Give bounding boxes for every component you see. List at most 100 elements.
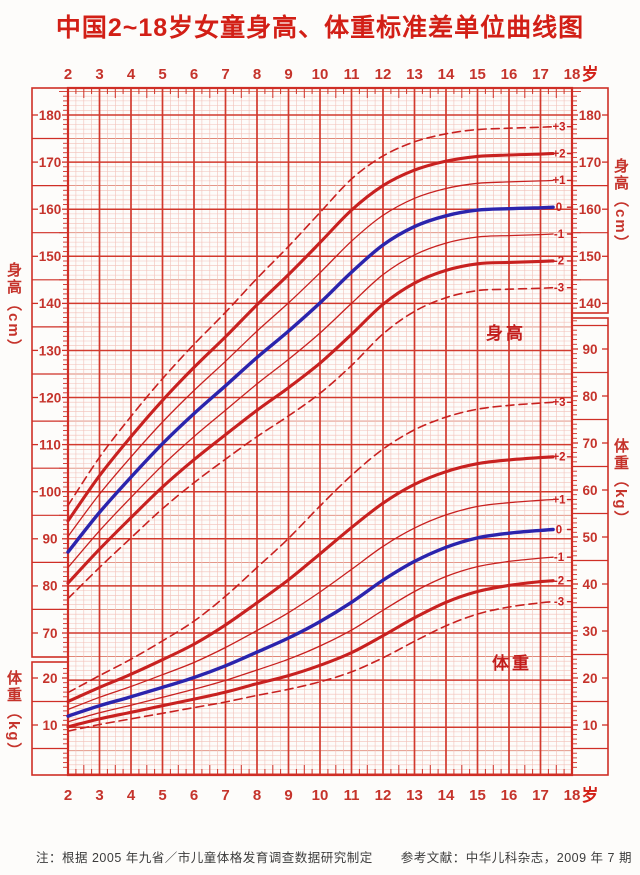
svg-text:20: 20 xyxy=(42,671,57,686)
svg-text:40: 40 xyxy=(582,577,597,592)
svg-text:90: 90 xyxy=(42,532,57,547)
right-height-ruler: 180 170 160 150 140 xyxy=(571,87,609,314)
curve-sd-3 xyxy=(67,286,554,600)
svg-text:10: 10 xyxy=(312,66,329,83)
svg-text:5: 5 xyxy=(158,66,166,83)
curve-sd+2 xyxy=(66,151,555,523)
svg-text:160: 160 xyxy=(39,202,62,217)
curve-sd-2 xyxy=(66,259,555,585)
svg-text:17: 17 xyxy=(532,787,549,804)
svg-text:+2: +2 xyxy=(552,452,565,464)
svg-text:30: 30 xyxy=(582,624,597,639)
right-weight-axis-label: 体重（kg） xyxy=(612,438,629,528)
svg-text:20: 20 xyxy=(582,671,597,686)
svg-text:60: 60 xyxy=(582,483,597,498)
curve-sd-1 xyxy=(67,233,554,569)
svg-text:6: 6 xyxy=(190,66,198,83)
svg-text:13: 13 xyxy=(406,66,423,83)
svg-text:70: 70 xyxy=(42,626,57,641)
svg-text:17: 17 xyxy=(532,66,549,83)
svg-text:0: 0 xyxy=(556,202,562,214)
svg-text:8: 8 xyxy=(253,787,261,804)
left-weight-axis-label: 体重（kg） xyxy=(5,670,22,760)
svg-text:80: 80 xyxy=(582,389,597,404)
page-title: 中国2~18岁女童身高、体重标准差单位曲线图 xyxy=(55,14,585,42)
height-section-label: 身高 xyxy=(486,324,526,343)
svg-text:170: 170 xyxy=(579,155,602,170)
svg-text:10: 10 xyxy=(582,718,597,733)
svg-text:150: 150 xyxy=(579,249,602,264)
height-curves: +3 +2 +1 0 -1 -2 -3 xyxy=(66,122,573,600)
svg-text:80: 80 xyxy=(42,579,57,594)
svg-text:12: 12 xyxy=(375,787,392,804)
svg-text:18: 18 xyxy=(564,787,581,804)
svg-text:120: 120 xyxy=(39,390,62,405)
svg-text:10: 10 xyxy=(42,718,57,733)
curve-sd0 xyxy=(66,205,555,554)
svg-text:+1: +1 xyxy=(552,494,566,506)
svg-text:180: 180 xyxy=(579,108,602,123)
svg-text:11: 11 xyxy=(344,787,360,804)
svg-text:70: 70 xyxy=(582,436,597,451)
svg-text:18: 18 xyxy=(564,66,581,83)
curve-sd-1 xyxy=(67,556,554,723)
svg-text:170: 170 xyxy=(39,155,62,170)
svg-text:+1: +1 xyxy=(552,175,566,187)
svg-text:100: 100 xyxy=(39,485,62,500)
weight-curves: +3 +2 +1 0 -1 -2 -3 xyxy=(66,397,573,732)
svg-text:15: 15 xyxy=(469,66,486,83)
right-height-axis-label: 身高（cm） xyxy=(612,158,629,252)
svg-text:10: 10 xyxy=(312,787,329,804)
svg-text:140: 140 xyxy=(579,296,602,311)
curve-sd+2 xyxy=(66,455,555,704)
svg-text:4: 4 xyxy=(127,66,136,83)
svg-text:14: 14 xyxy=(438,787,455,804)
svg-text:+3: +3 xyxy=(552,397,565,409)
svg-text:13: 13 xyxy=(406,787,423,804)
age-axis-bottom: 2 3 4 5 6 7 8 9 10 11 12 13 14 15 16 17 18 岁 xyxy=(64,785,599,805)
svg-text:9: 9 xyxy=(284,66,292,83)
footnote-source: 注：根据 2005 年九省／市儿童体格发育调查数据研究制定 xyxy=(36,851,373,865)
svg-text:90: 90 xyxy=(582,342,597,357)
svg-text:2: 2 xyxy=(64,66,72,83)
svg-text:9: 9 xyxy=(284,787,292,804)
svg-text:11: 11 xyxy=(344,66,360,83)
svg-text:3: 3 xyxy=(95,66,103,83)
footnote: 注：根据 2005 年九省／市儿童体格发育调查数据研究制定 参考文献：中华儿科杂志… xyxy=(36,847,636,866)
svg-text:6: 6 xyxy=(190,787,198,804)
svg-text:12: 12 xyxy=(375,66,392,83)
svg-text:160: 160 xyxy=(579,202,602,217)
curve-sd+3 xyxy=(67,125,554,507)
svg-text:140: 140 xyxy=(39,296,62,311)
svg-text:-1: -1 xyxy=(554,552,565,564)
svg-text:岁: 岁 xyxy=(582,64,599,84)
svg-text:+2: +2 xyxy=(552,148,565,160)
svg-text:50: 50 xyxy=(582,530,597,545)
svg-text:+3: +3 xyxy=(552,122,565,134)
curve-sd+1 xyxy=(67,179,554,538)
svg-text:-3: -3 xyxy=(554,283,564,295)
svg-text:5: 5 xyxy=(158,787,166,804)
svg-text:130: 130 xyxy=(39,343,62,358)
svg-text:4: 4 xyxy=(127,787,136,804)
svg-text:3: 3 xyxy=(95,787,103,804)
svg-text:16: 16 xyxy=(501,66,518,83)
left-height-axis-label: 身高（cm） xyxy=(5,262,22,356)
svg-text:110: 110 xyxy=(39,437,61,452)
svg-text:7: 7 xyxy=(221,66,229,83)
svg-text:15: 15 xyxy=(469,787,486,804)
svg-text:7: 7 xyxy=(221,787,229,804)
svg-text:-2: -2 xyxy=(554,576,564,588)
svg-text:-3: -3 xyxy=(554,597,564,609)
svg-text:150: 150 xyxy=(39,249,62,264)
svg-text:-1: -1 xyxy=(554,229,565,241)
svg-text:8: 8 xyxy=(253,66,261,83)
svg-text:2: 2 xyxy=(64,787,72,804)
footnote-reference: 参考文献：中华儿科杂志，2009 年 7 期 xyxy=(400,851,632,865)
svg-text:-2: -2 xyxy=(554,256,564,268)
curve-sd-2 xyxy=(66,579,555,729)
svg-text:180: 180 xyxy=(39,108,62,123)
curve-sd+3 xyxy=(67,401,554,694)
